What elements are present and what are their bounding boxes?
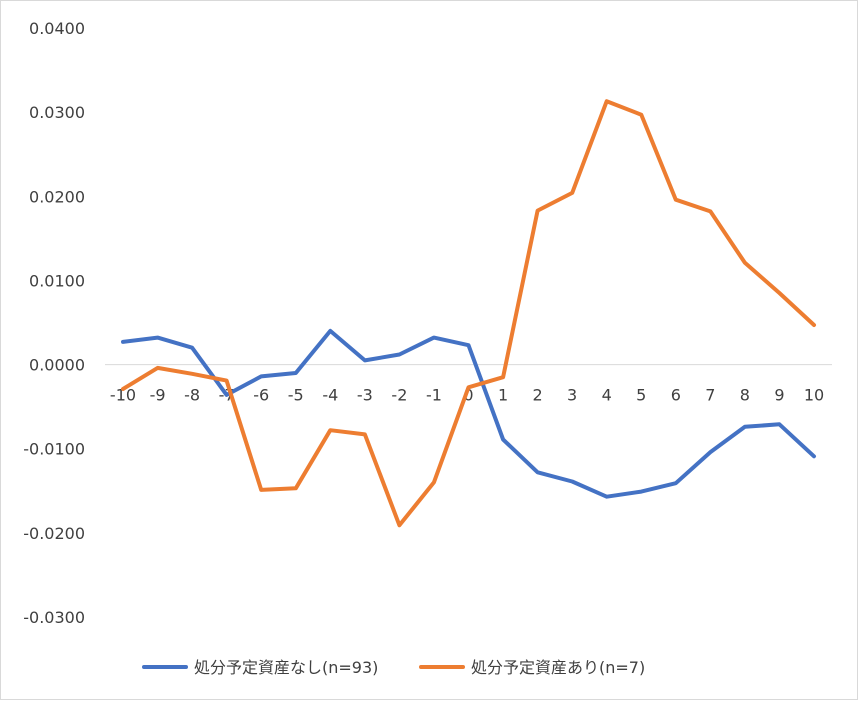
x-tick-label: -5: [288, 386, 304, 405]
x-tick-label: -10: [110, 386, 136, 405]
x-tick-label: -2: [391, 386, 407, 405]
x-tick-label: 4: [602, 386, 612, 405]
x-tick-label: 6: [671, 386, 681, 405]
x-tick-label: 5: [636, 386, 646, 405]
x-tick-label: 1: [498, 386, 508, 405]
series-line-1: [121, 328, 816, 499]
y-tick-label: -0.0200: [23, 524, 85, 543]
y-tick-label: 0.0000: [29, 356, 85, 375]
x-tick-label: -4: [322, 386, 338, 405]
y-tick-label: 0.0200: [29, 187, 85, 206]
series-line-2: [121, 99, 816, 528]
x-tick-label: -9: [150, 386, 166, 405]
y-axis-tick-labels: 0.0400 0.0300 0.0200 0.0100 0.0000 -0.0100 -0.…: [23, 19, 85, 627]
x-tick-label: -1: [426, 386, 442, 405]
series-lines: [121, 99, 816, 528]
x-tick-label: -6: [253, 386, 269, 405]
x-tick-label: 0: [463, 386, 473, 405]
legend-label-1: 処分予定資産なし(n=93): [194, 658, 378, 677]
legend-label-2: 処分予定資産あり(n=7): [471, 658, 645, 677]
x-tick-label: 9: [774, 386, 784, 405]
y-tick-label: 0.0300: [29, 103, 85, 122]
x-tick-label: 3: [567, 386, 577, 405]
y-tick-label: -0.0300: [23, 608, 85, 627]
y-tick-label: 0.0400: [29, 19, 85, 38]
x-tick-label: 2: [533, 386, 543, 405]
y-tick-label: -0.0100: [23, 440, 85, 459]
y-tick-label: 0.0100: [29, 271, 85, 290]
x-tick-label: -8: [184, 386, 200, 405]
x-tick-label: 10: [804, 386, 824, 405]
x-axis-tick-labels: -10 -9 -8 -7 -6 -5 -4 -3 -2 -1 0 1 2 3 4 5 6 7 8 9 10: [110, 386, 824, 405]
legend: 処分予定資産なし(n=93) 処分予定資産あり(n=7): [142, 658, 645, 677]
x-tick-label: 8: [740, 386, 750, 405]
x-tick-label: -3: [357, 386, 373, 405]
x-tick-label: 7: [705, 386, 715, 405]
